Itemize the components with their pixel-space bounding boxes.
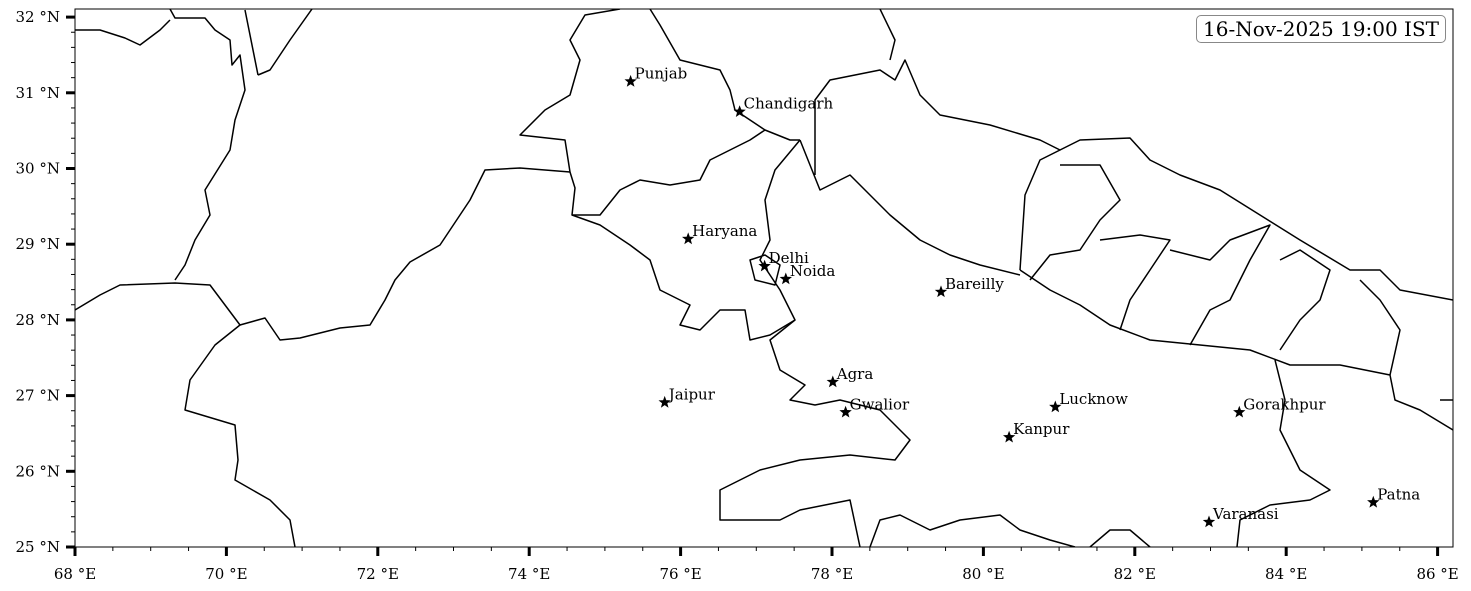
border-uttarakhand <box>799 9 1061 276</box>
city-chandigarh: Chandigarh <box>733 95 834 117</box>
timestamp-label: 16-Nov-2025 19:00 IST <box>1196 15 1446 43</box>
city-label: Chandigarh <box>744 95 834 113</box>
city-punjab: Punjab <box>624 64 688 87</box>
y-tick-label: 25 °N <box>16 538 60 556</box>
y-tick-label: 30 °N <box>16 160 60 178</box>
star-icon <box>682 232 695 245</box>
city-delhi: Delhi <box>758 249 809 272</box>
star-icon <box>758 259 771 272</box>
x-tick-label: 78 °E <box>811 565 853 583</box>
x-tick-label: 82 °E <box>1114 565 1156 583</box>
x-tick-label: 72 °E <box>357 565 399 583</box>
city-label: Haryana <box>692 222 757 240</box>
city-label: Punjab <box>635 64 688 82</box>
border-pakistan-north <box>75 9 313 281</box>
state-boundaries <box>75 9 1453 547</box>
star-icon <box>1049 400 1062 413</box>
city-noida: Noida <box>779 262 836 285</box>
border-pakistan-rajasthan <box>75 167 571 341</box>
city-label: Patna <box>1377 485 1420 503</box>
city-label: Jaipur <box>667 385 716 403</box>
city-label: Noida <box>790 262 836 280</box>
axes: 68 °E 70 °E 72 °E 74 °E 76 °E 78 °E 80 °E 82 °E… <box>16 8 1459 583</box>
city-label: Agra <box>836 365 874 383</box>
border-nepal-provinces <box>1029 164 1401 376</box>
border-nepal <box>1019 137 1453 431</box>
x-tick-label: 76 °E <box>659 565 701 583</box>
y-tick-label: 28 °N <box>16 311 60 329</box>
star-icon <box>779 272 792 285</box>
city-lucknow: Lucknow <box>1049 390 1128 413</box>
border-rajasthan-south <box>184 324 296 547</box>
city-kanpur: Kanpur <box>1003 420 1070 443</box>
star-icon <box>658 395 671 408</box>
border-haryana <box>571 139 801 341</box>
star-icon <box>934 285 948 298</box>
city-label: Gwalior <box>850 395 910 413</box>
x-tick-label: 84 °E <box>1265 565 1307 583</box>
y-tick-label: 26 °N <box>16 462 60 480</box>
x-tick-label: 86 °E <box>1416 565 1458 583</box>
city-label: Delhi <box>769 249 809 267</box>
city-haryana: Haryana <box>682 222 757 245</box>
x-tick-label: 80 °E <box>962 565 1004 583</box>
city-label: Gorakhpur <box>1243 395 1326 413</box>
city-label: Kanpur <box>1013 420 1070 438</box>
star-icon <box>624 74 637 87</box>
border-mp-up-south <box>869 514 1151 547</box>
city-bareilly: Bareilly <box>934 275 1004 298</box>
city-varanasi: Varanasi <box>1202 505 1279 528</box>
y-tick-label: 27 °N <box>16 387 60 405</box>
city-gwalior: Gwalior <box>839 395 910 418</box>
star-icon <box>1367 495 1380 508</box>
star-icon <box>839 405 852 418</box>
y-tick-label: 31 °N <box>16 84 60 102</box>
city-agra: Agra <box>826 365 874 388</box>
star-icon <box>733 105 746 117</box>
y-tick-label: 29 °N <box>16 235 60 253</box>
y-tick-label: 32 °N <box>16 8 60 26</box>
city-patna: Patna <box>1367 485 1420 508</box>
x-tick-label: 68 °E <box>54 565 96 583</box>
star-icon <box>1202 515 1216 528</box>
star-icon <box>1233 405 1246 418</box>
x-tick-label: 74 °E <box>508 565 550 583</box>
city-label: Bareilly <box>945 275 1004 293</box>
x-tick-label: 70 °E <box>205 565 247 583</box>
border-punjab <box>519 9 800 216</box>
border-up-west <box>719 319 911 547</box>
border-bihar-up <box>1236 359 1453 547</box>
city-gorakhpur: Gorakhpur <box>1233 395 1326 418</box>
star-icon <box>1003 430 1016 443</box>
city-jaipur: Jaipur <box>658 385 716 408</box>
map-frame <box>74 8 1454 548</box>
star-icon <box>826 375 839 388</box>
city-label: Lucknow <box>1059 390 1128 408</box>
city-label: Varanasi <box>1212 505 1279 523</box>
